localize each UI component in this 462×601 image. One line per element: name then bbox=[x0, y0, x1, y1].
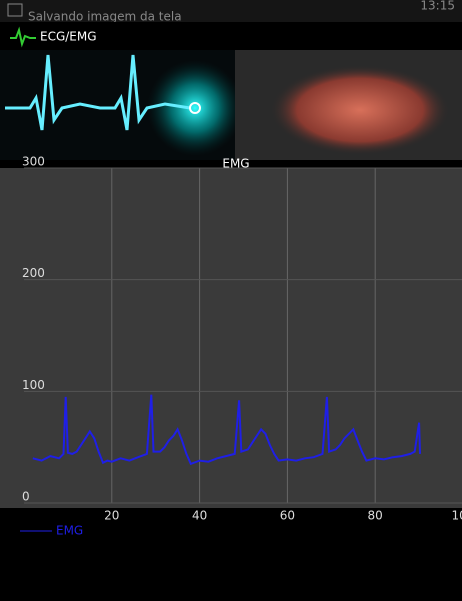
x-tick-label: 80 bbox=[368, 509, 383, 523]
legend-label: EMG bbox=[56, 524, 83, 538]
x-tick-label: 20 bbox=[104, 509, 119, 523]
ecg-glow bbox=[147, 60, 243, 156]
app-screen: Salvando imagem da tela 13:15 ECG/EMG EM… bbox=[0, 0, 462, 601]
muscle-image bbox=[270, 65, 450, 155]
status-time: 13:15 bbox=[420, 0, 455, 13]
y-tick-label: 300 bbox=[22, 155, 45, 169]
x-tick-label: 60 bbox=[280, 509, 295, 523]
y-tick-label: 0 bbox=[22, 490, 30, 504]
x-tick-label: 40 bbox=[192, 509, 207, 523]
x-tick-label: 100 bbox=[452, 509, 462, 523]
y-tick-label: 200 bbox=[22, 266, 45, 280]
screen: Salvando imagem da tela 13:15 ECG/EMG EM… bbox=[0, 0, 462, 601]
app-title: ECG/EMG bbox=[40, 30, 97, 44]
status-notification: Salvando imagem da tela bbox=[28, 10, 182, 24]
y-tick-label: 100 bbox=[22, 378, 45, 392]
